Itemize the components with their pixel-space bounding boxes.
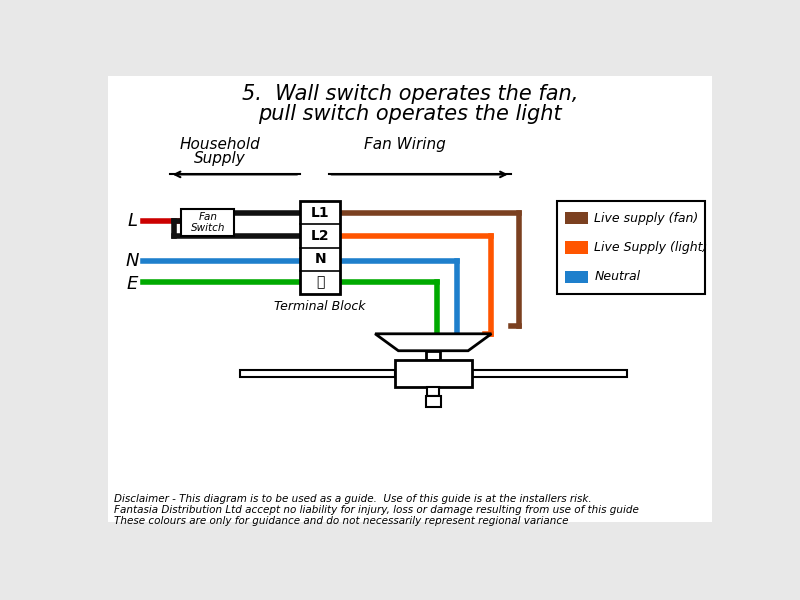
Text: Terminal Block: Terminal Block [274, 300, 366, 313]
Bar [565, 241, 588, 254]
Text: N: N [314, 252, 326, 266]
Text: Supply: Supply [194, 151, 246, 166]
Text: L: L [127, 212, 138, 230]
Bar [394, 360, 472, 387]
Text: Fan Wiring: Fan Wiring [363, 137, 446, 152]
Text: Live supply (fan): Live supply (fan) [594, 212, 698, 225]
Text: Household: Household [180, 137, 261, 152]
Text: Live Supply (light): Live Supply (light) [594, 241, 708, 254]
Text: E: E [127, 275, 138, 293]
Bar [426, 396, 441, 407]
Bar [426, 351, 440, 360]
Bar [565, 212, 588, 224]
Bar [427, 387, 439, 396]
Text: 5.  Wall switch operates the fan,: 5. Wall switch operates the fan, [242, 83, 578, 104]
Text: Fan
Switch: Fan Switch [190, 212, 225, 233]
Text: L1: L1 [310, 206, 330, 220]
Bar [472, 370, 627, 377]
Text: L2: L2 [310, 229, 330, 243]
Bar [182, 209, 234, 236]
Text: Fantasia Distribution Ltd accept no liability for injury, loss or damage resulti: Fantasia Distribution Ltd accept no liab… [114, 505, 639, 515]
Bar [239, 370, 394, 377]
Bar [558, 202, 705, 294]
Text: pull switch operates the light: pull switch operates the light [258, 104, 562, 124]
Bar [565, 271, 588, 283]
Polygon shape [375, 334, 491, 351]
Text: These colours are only for guidance and do not necessarily represent regional va: These colours are only for guidance and … [114, 515, 569, 526]
Text: N: N [126, 251, 139, 269]
Text: Disclaimer - This diagram is to be used as a guide.  Use of this guide is at the: Disclaimer - This diagram is to be used … [114, 494, 591, 504]
Text: Neutral: Neutral [594, 271, 641, 283]
Bar [300, 202, 340, 294]
Text: ⏚: ⏚ [316, 275, 324, 289]
